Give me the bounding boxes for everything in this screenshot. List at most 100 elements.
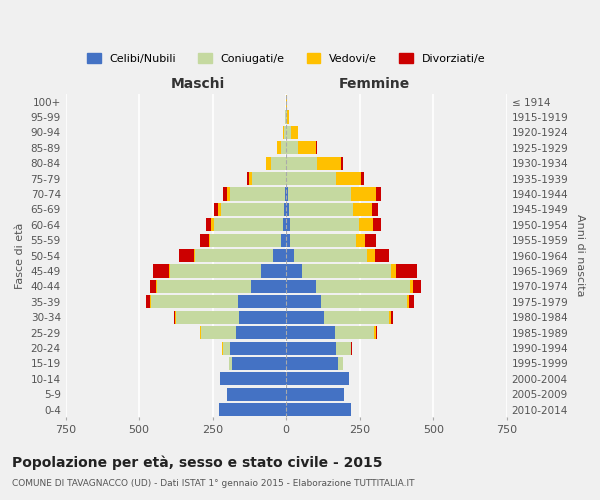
Bar — [175, 310, 176, 324]
Bar — [194, 249, 195, 262]
Bar — [353, 203, 373, 216]
Bar — [338, 357, 343, 370]
Bar — [286, 156, 317, 170]
Bar — [170, 264, 261, 278]
Bar — [286, 403, 351, 416]
Bar — [286, 342, 336, 354]
Bar — [261, 264, 286, 278]
Bar — [281, 142, 286, 154]
Bar — [293, 249, 367, 262]
Bar — [218, 403, 286, 416]
Bar — [238, 296, 286, 308]
Bar — [201, 326, 236, 339]
Bar — [286, 280, 316, 293]
Bar — [281, 234, 286, 247]
Bar — [302, 264, 391, 278]
Bar — [373, 218, 380, 232]
Bar — [214, 203, 218, 216]
Bar — [367, 249, 374, 262]
Bar — [153, 264, 169, 278]
Bar — [169, 264, 170, 278]
Bar — [286, 142, 298, 154]
Bar — [227, 388, 286, 401]
Bar — [290, 234, 356, 247]
Bar — [157, 280, 251, 293]
Bar — [146, 296, 150, 308]
Bar — [335, 326, 374, 339]
Bar — [230, 342, 286, 354]
Text: COMUNE DI TAVAGNACCO (UD) - Dati ISTAT 1° gennaio 2015 - Elaborazione TUTTITALIA: COMUNE DI TAVAGNACCO (UD) - Dati ISTAT 1… — [12, 479, 415, 488]
Bar — [286, 172, 336, 185]
Bar — [214, 218, 283, 232]
Bar — [253, 172, 286, 185]
Bar — [285, 188, 286, 200]
Bar — [286, 372, 349, 386]
Bar — [179, 249, 194, 262]
Bar — [410, 280, 413, 293]
Bar — [286, 218, 290, 232]
Bar — [341, 156, 343, 170]
Bar — [336, 342, 351, 354]
Bar — [206, 218, 211, 232]
Bar — [351, 188, 376, 200]
Bar — [316, 280, 410, 293]
Bar — [365, 234, 376, 247]
Bar — [277, 142, 281, 154]
Bar — [283, 218, 286, 232]
Bar — [286, 388, 344, 401]
Bar — [284, 203, 286, 216]
Text: Maschi: Maschi — [171, 77, 225, 91]
Y-axis label: Anni di nascita: Anni di nascita — [575, 214, 585, 297]
Bar — [286, 310, 325, 324]
Y-axis label: Fasce di età: Fasce di età — [15, 222, 25, 289]
Bar — [322, 296, 407, 308]
Bar — [266, 156, 271, 170]
Bar — [361, 172, 364, 185]
Bar — [286, 234, 290, 247]
Bar — [232, 357, 286, 370]
Bar — [298, 142, 316, 154]
Bar — [227, 188, 230, 200]
Bar — [407, 296, 409, 308]
Bar — [220, 372, 286, 386]
Bar — [286, 249, 293, 262]
Bar — [223, 188, 227, 200]
Bar — [336, 172, 361, 185]
Bar — [251, 280, 286, 293]
Bar — [376, 188, 381, 200]
Bar — [356, 234, 365, 247]
Bar — [290, 218, 359, 232]
Bar — [284, 126, 286, 139]
Bar — [155, 280, 157, 293]
Text: Femmine: Femmine — [339, 77, 410, 91]
Bar — [286, 188, 287, 200]
Bar — [221, 203, 284, 216]
Bar — [209, 234, 211, 247]
Bar — [230, 188, 285, 200]
Bar — [211, 234, 281, 247]
Bar — [286, 110, 287, 124]
Bar — [409, 296, 415, 308]
Bar — [151, 296, 238, 308]
Text: Popolazione per età, sesso e stato civile - 2015: Popolazione per età, sesso e stato civil… — [12, 456, 383, 470]
Bar — [150, 296, 151, 308]
Bar — [286, 296, 322, 308]
Bar — [317, 156, 341, 170]
Bar — [151, 280, 155, 293]
Bar — [223, 342, 230, 354]
Bar — [286, 203, 289, 216]
Bar — [211, 218, 214, 232]
Bar — [247, 172, 249, 185]
Bar — [287, 110, 289, 124]
Bar — [195, 249, 273, 262]
Bar — [218, 203, 221, 216]
Bar — [229, 357, 232, 370]
Bar — [283, 126, 284, 139]
Bar — [359, 218, 373, 232]
Bar — [236, 326, 286, 339]
Bar — [271, 156, 286, 170]
Bar — [249, 172, 253, 185]
Bar — [373, 203, 377, 216]
Bar — [290, 126, 298, 139]
Bar — [316, 142, 317, 154]
